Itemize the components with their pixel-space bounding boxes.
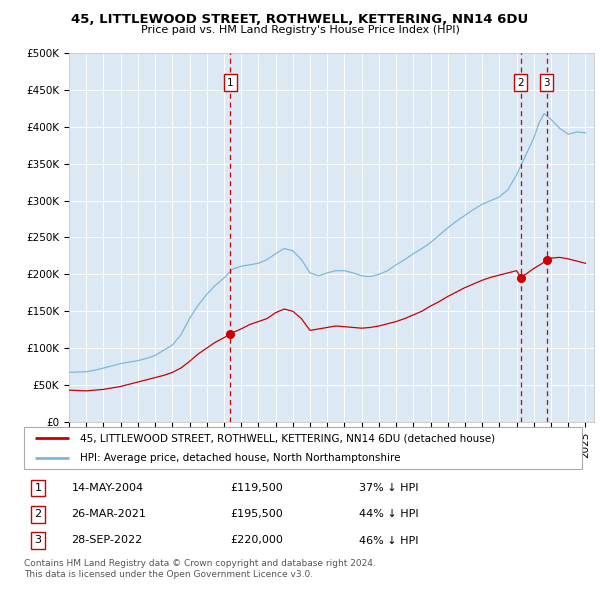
Text: 3: 3	[34, 536, 41, 546]
Text: 2: 2	[517, 78, 524, 87]
Text: 28-SEP-2022: 28-SEP-2022	[71, 536, 143, 546]
Text: 3: 3	[543, 78, 550, 87]
Text: 44% ↓ HPI: 44% ↓ HPI	[359, 509, 418, 519]
Text: 45, LITTLEWOOD STREET, ROTHWELL, KETTERING, NN14 6DU: 45, LITTLEWOOD STREET, ROTHWELL, KETTERI…	[71, 13, 529, 26]
Text: £195,500: £195,500	[230, 509, 283, 519]
Text: 14-MAY-2004: 14-MAY-2004	[71, 483, 143, 493]
Text: 45, LITTLEWOOD STREET, ROTHWELL, KETTERING, NN14 6DU (detached house): 45, LITTLEWOOD STREET, ROTHWELL, KETTERI…	[80, 434, 495, 444]
Text: 26-MAR-2021: 26-MAR-2021	[71, 509, 146, 519]
Text: 1: 1	[34, 483, 41, 493]
Text: 1: 1	[227, 78, 233, 87]
Text: 37% ↓ HPI: 37% ↓ HPI	[359, 483, 418, 493]
Text: 46% ↓ HPI: 46% ↓ HPI	[359, 536, 418, 546]
Text: Contains HM Land Registry data © Crown copyright and database right 2024.
This d: Contains HM Land Registry data © Crown c…	[24, 559, 376, 579]
Text: Price paid vs. HM Land Registry's House Price Index (HPI): Price paid vs. HM Land Registry's House …	[140, 25, 460, 35]
Text: £220,000: £220,000	[230, 536, 283, 546]
Text: 2: 2	[34, 509, 41, 519]
Text: £119,500: £119,500	[230, 483, 283, 493]
FancyBboxPatch shape	[24, 427, 582, 469]
Text: HPI: Average price, detached house, North Northamptonshire: HPI: Average price, detached house, Nort…	[80, 454, 400, 463]
